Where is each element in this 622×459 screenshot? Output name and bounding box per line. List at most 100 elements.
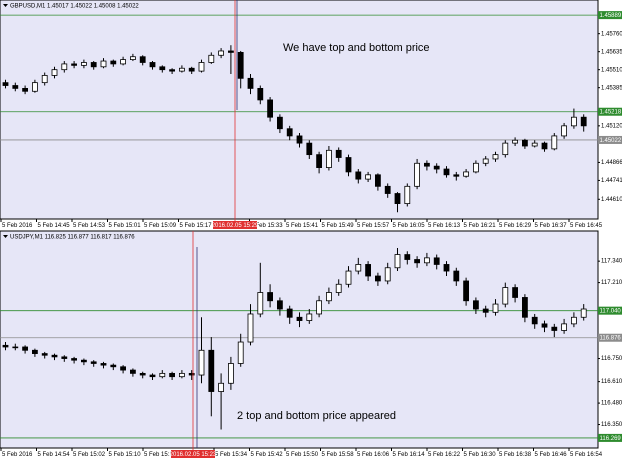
candle-body xyxy=(296,316,303,321)
candle-body xyxy=(365,174,372,180)
y-tick-label: 116.350 xyxy=(601,422,622,428)
candle-body xyxy=(316,300,323,315)
candle-body xyxy=(522,139,528,147)
x-tick-label: 5 Feb 15:33 xyxy=(251,223,284,229)
x-tick-label: 5 Feb 16:38 xyxy=(499,452,532,458)
header-icon xyxy=(3,4,8,7)
candle-body xyxy=(296,135,303,144)
candle-body xyxy=(414,162,421,187)
x-tick-label: 5 Feb 14:45 xyxy=(38,223,71,229)
x-tick-label: 5 Feb 14:54 xyxy=(38,452,71,458)
price-level-label: 117.040 xyxy=(600,309,622,315)
candle-body xyxy=(100,60,107,68)
candle-body xyxy=(178,372,185,378)
candle-body xyxy=(580,116,587,127)
candle-body xyxy=(51,69,58,76)
candle-body xyxy=(208,54,215,63)
cursor-label-box xyxy=(171,450,215,458)
x-tick-label: 5 Feb 16:13 xyxy=(428,223,461,229)
candle-body xyxy=(502,287,509,305)
candle-body xyxy=(257,88,264,101)
candle-body xyxy=(335,149,342,158)
candle-body xyxy=(384,267,391,282)
candle-body xyxy=(257,292,264,315)
x-tick-label: 5 Feb 16:21 xyxy=(464,223,497,229)
candle-body xyxy=(276,300,283,310)
x-tick-label: 5 Feb 15:41 xyxy=(286,223,319,229)
candle-body xyxy=(129,369,136,374)
y-tick-label: 116.750 xyxy=(601,356,622,362)
candle-body xyxy=(531,316,538,325)
candle-body xyxy=(423,162,430,167)
candle-body xyxy=(12,346,19,349)
candle-body xyxy=(110,364,117,368)
x-tick-label: 5 Feb 16:30 xyxy=(464,452,497,458)
x-tick-label: 5 Feb 16:54 xyxy=(570,452,603,458)
y-tick-label: 1.45760 xyxy=(601,31,622,37)
x-tick-label: 5 Feb 15:58 xyxy=(322,452,355,458)
candle-body xyxy=(286,308,293,318)
candle-body xyxy=(247,313,254,343)
y-tick-label: 116.610 xyxy=(601,379,622,385)
candle-body xyxy=(218,382,225,392)
candle-body xyxy=(208,349,215,392)
candle-body xyxy=(32,82,38,92)
x-tick-label: 5 Feb 15:42 xyxy=(251,452,284,458)
candle-body xyxy=(551,326,558,331)
candle-body xyxy=(335,283,342,293)
x-tick-label: 5 Feb 16:37 xyxy=(535,223,568,229)
plot-area xyxy=(0,230,599,449)
candle-body xyxy=(188,372,195,376)
candle-body xyxy=(512,139,518,144)
chart-header: USDJPY,M1 116.825 116.877 116.817 116.87… xyxy=(10,235,135,241)
y-tick-label: 117.340 xyxy=(601,259,622,265)
candle-body xyxy=(41,353,48,356)
candle-body xyxy=(374,174,381,187)
annotation: 2 top and bottom price appeared xyxy=(237,410,396,422)
candle-body xyxy=(561,323,567,331)
chart-header: GBPUSD,M1 1.45017 1.45022 1.45008 1.4502… xyxy=(10,4,139,10)
price-level-label: 1.45218 xyxy=(600,110,622,116)
y-tick-label: 1.44610 xyxy=(601,197,622,203)
candle-body xyxy=(571,316,577,325)
candle-body xyxy=(71,63,77,66)
candle-body xyxy=(522,297,528,318)
x-tick-label: 5 Feb 15:01 xyxy=(109,223,142,229)
candle-body xyxy=(561,125,567,137)
x-tick-label: 5 Feb 15:09 xyxy=(144,223,177,229)
price-level-box xyxy=(598,107,622,116)
candle-body xyxy=(551,135,558,150)
candle-body xyxy=(32,349,38,354)
candle-body xyxy=(423,257,430,264)
candle-body xyxy=(365,264,372,277)
price-level-box xyxy=(598,433,622,442)
x-tick-label: 5 Feb 2016 xyxy=(2,452,33,458)
price-level-label: 116.269 xyxy=(600,436,622,442)
y-tick-label: 1.44741 xyxy=(601,178,622,184)
candle-body xyxy=(580,308,587,318)
candle-body xyxy=(306,142,313,156)
candle-body xyxy=(188,67,195,72)
x-tick-label: 5 Feb 15:17 xyxy=(180,223,213,229)
price-level-box xyxy=(598,333,622,342)
candle-body xyxy=(541,142,548,150)
candle-body xyxy=(61,356,68,359)
candle-body xyxy=(120,366,126,371)
candle-body xyxy=(22,88,29,92)
x-tick-label: 5 Feb 16:06 xyxy=(357,452,390,458)
candle-body xyxy=(51,354,58,358)
candle-body xyxy=(227,50,234,53)
candle-body xyxy=(227,363,234,384)
candle-body xyxy=(198,62,205,72)
candle-body xyxy=(472,162,479,173)
x-tick-label: 5 Feb 14:53 xyxy=(73,223,106,229)
candle-body xyxy=(61,63,68,71)
price-level-label: 116.876 xyxy=(600,336,622,342)
x-tick-label: 5 Feb 16:05 xyxy=(393,223,426,229)
annotation: We have top and bottom price xyxy=(283,42,430,54)
candle-body xyxy=(345,270,352,285)
x-tick-label: 5 Feb 15:49 xyxy=(322,223,355,229)
candle-body xyxy=(404,254,411,260)
y-tick-label: 1.44866 xyxy=(601,160,622,166)
